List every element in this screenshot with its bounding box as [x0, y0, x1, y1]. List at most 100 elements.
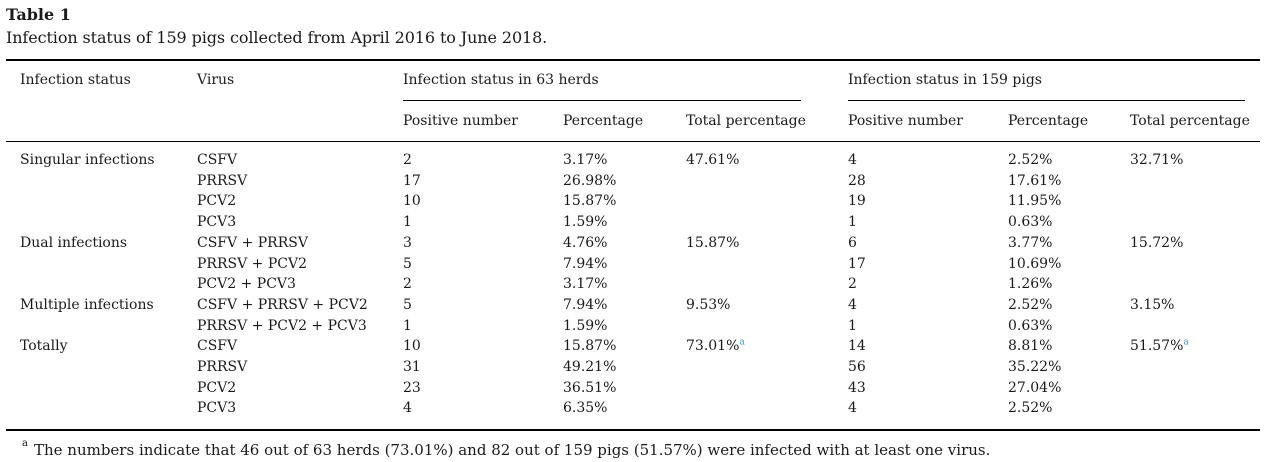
cell-text: 2.52% — [1008, 297, 1053, 313]
cell-virus: PCV3 — [197, 214, 236, 231]
pigs-group-rule — [848, 100, 1245, 101]
cell-text: 2 — [848, 276, 857, 292]
cell-virus: PCV3 — [197, 400, 236, 417]
cell-text: 23 — [403, 380, 421, 396]
cell-text: 15.72% — [1130, 235, 1184, 251]
cell-virus: PCV2 — [197, 380, 236, 397]
cell-herds-percentage: 15.87% — [563, 193, 616, 210]
cell-pigs-positive-number: 28 — [848, 173, 866, 190]
cell-text: 1.59% — [563, 318, 608, 334]
header-bottom-rule — [6, 141, 1260, 142]
cell-pigs-percentage: 2.52% — [1008, 297, 1052, 314]
cell-text: 0.63% — [1008, 318, 1053, 334]
bottom-rule — [6, 429, 1260, 431]
cell-virus: CSFV — [197, 152, 237, 169]
cell-text: CSFV — [197, 152, 238, 168]
header-pigs-positive-number: Positive number — [848, 113, 963, 129]
cell-text: 73.01% — [686, 338, 740, 354]
cell-herds-percentage: 1.59% — [563, 318, 607, 335]
top-rule — [6, 59, 1260, 61]
cell-text: 1 — [403, 214, 412, 230]
header-pigs-percentage: Percentage — [1008, 113, 1089, 129]
cell-text: 17 — [403, 173, 421, 189]
cell-text: CSFV + PRRSV + PCV2 — [197, 297, 368, 313]
cell-text: 9.53% — [686, 297, 731, 313]
cell-virus: CSFV + PRRSV — [197, 235, 308, 252]
cell-text: 6.35% — [563, 400, 608, 416]
header-pigs-total-percentage: Total percentage — [1130, 113, 1250, 129]
cell-text: 14 — [848, 338, 866, 354]
cell-herds-percentage: 3.17% — [563, 276, 607, 293]
cell-text: 26.98% — [563, 173, 617, 189]
cell-text: PCV2 + PCV3 — [197, 276, 296, 292]
cell-herds-positive-number: 3 — [403, 235, 412, 252]
cell-text: PRRSV + PCV2 + PCV3 — [197, 318, 367, 334]
cell-text: 1.26% — [1008, 276, 1053, 292]
header-herds-total-percentage: Total percentage — [686, 113, 806, 129]
cell-text: 1 — [848, 214, 857, 230]
cell-pigs-total-percentage: 15.72% — [1130, 235, 1183, 252]
cell-herds-percentage: 26.98% — [563, 173, 616, 190]
cell-herds-percentage: 7.94% — [563, 297, 607, 314]
cell-text: 32.71% — [1130, 152, 1184, 168]
cell-text: Dual infections — [20, 235, 128, 251]
cell-text: 3.17% — [563, 276, 608, 292]
cell-text: 2.52% — [1008, 400, 1053, 416]
cell-text: Totally — [20, 338, 68, 354]
cell-herds-percentage: 36.51% — [563, 380, 616, 397]
cell-herds-positive-number: 31 — [403, 359, 421, 376]
cell-text: CSFV + PRRSV — [197, 235, 308, 251]
cell-herds-positive-number: 10 — [403, 338, 421, 355]
cell-text: 5 — [403, 256, 412, 272]
cell-text: 5 — [403, 297, 412, 313]
cell-virus: PCV2 — [197, 193, 236, 210]
cell-pigs-positive-number: 17 — [848, 256, 866, 273]
cell-herds-percentage: 6.35% — [563, 400, 607, 417]
cell-text: 2 — [403, 276, 412, 292]
cell-text: 7.94% — [563, 297, 608, 313]
header-herds-positive-number: Positive number — [403, 113, 518, 129]
cell-text: 43 — [848, 380, 866, 396]
cell-pigs-positive-number: 43 — [848, 380, 866, 397]
cell-text: 31 — [403, 359, 421, 375]
cell-virus: PRRSV + PCV2 + PCV3 — [197, 318, 367, 335]
cell-herds-positive-number: 23 — [403, 380, 421, 397]
cell-herds-positive-number: 17 — [403, 173, 421, 190]
cell-text: 2.52% — [1008, 152, 1053, 168]
cell-text: PCV3 — [197, 214, 237, 230]
cell-text: 4.76% — [563, 235, 608, 251]
cell-herds-positive-number: 1 — [403, 214, 412, 231]
cell-pigs-positive-number: 1 — [848, 214, 857, 231]
cell-infection-status: Totally — [20, 338, 68, 355]
cell-text: 3.17% — [563, 152, 608, 168]
cell-herds-positive-number: 2 — [403, 276, 412, 293]
cell-infection-status: Singular infections — [20, 152, 155, 169]
cell-text: 1.59% — [563, 214, 608, 230]
cell-text: PCV2 — [197, 193, 237, 209]
cell-pigs-percentage: 3.77% — [1008, 235, 1052, 252]
cell-text: 15.87% — [563, 338, 617, 354]
table-footnote: a The numbers indicate that 46 out of 63 … — [22, 438, 990, 459]
cell-text: 6 — [848, 235, 857, 251]
cell-herds-positive-number: 5 — [403, 256, 412, 273]
cell-text: CSFV — [197, 338, 238, 354]
cell-text: 1 — [848, 318, 857, 334]
cell-text: 3.15% — [1130, 297, 1175, 313]
cell-herds-total-percentage: 47.61% — [686, 152, 739, 169]
header-group-pigs: Infection status in 159 pigs — [848, 72, 1042, 88]
cell-virus: CSFV + PRRSV + PCV2 — [197, 297, 368, 314]
cell-text: 4 — [848, 152, 857, 168]
cell-text: 27.04% — [1008, 380, 1062, 396]
herds-group-rule — [403, 100, 801, 101]
cell-virus: PRRSV — [197, 359, 247, 376]
cell-text: 56 — [848, 359, 866, 375]
cell-herds-positive-number: 2 — [403, 152, 412, 169]
cell-pigs-positive-number: 1 — [848, 318, 857, 335]
cell-pigs-percentage: 35.22% — [1008, 359, 1061, 376]
footnote-link[interactable]: a — [1183, 337, 1189, 348]
cell-text: 8.81% — [1008, 338, 1053, 354]
cell-text: 7.94% — [563, 256, 608, 272]
header-group-herds: Infection status in 63 herds — [403, 72, 599, 88]
footnote-link[interactable]: a — [739, 337, 745, 348]
cell-text: 19 — [848, 193, 866, 209]
